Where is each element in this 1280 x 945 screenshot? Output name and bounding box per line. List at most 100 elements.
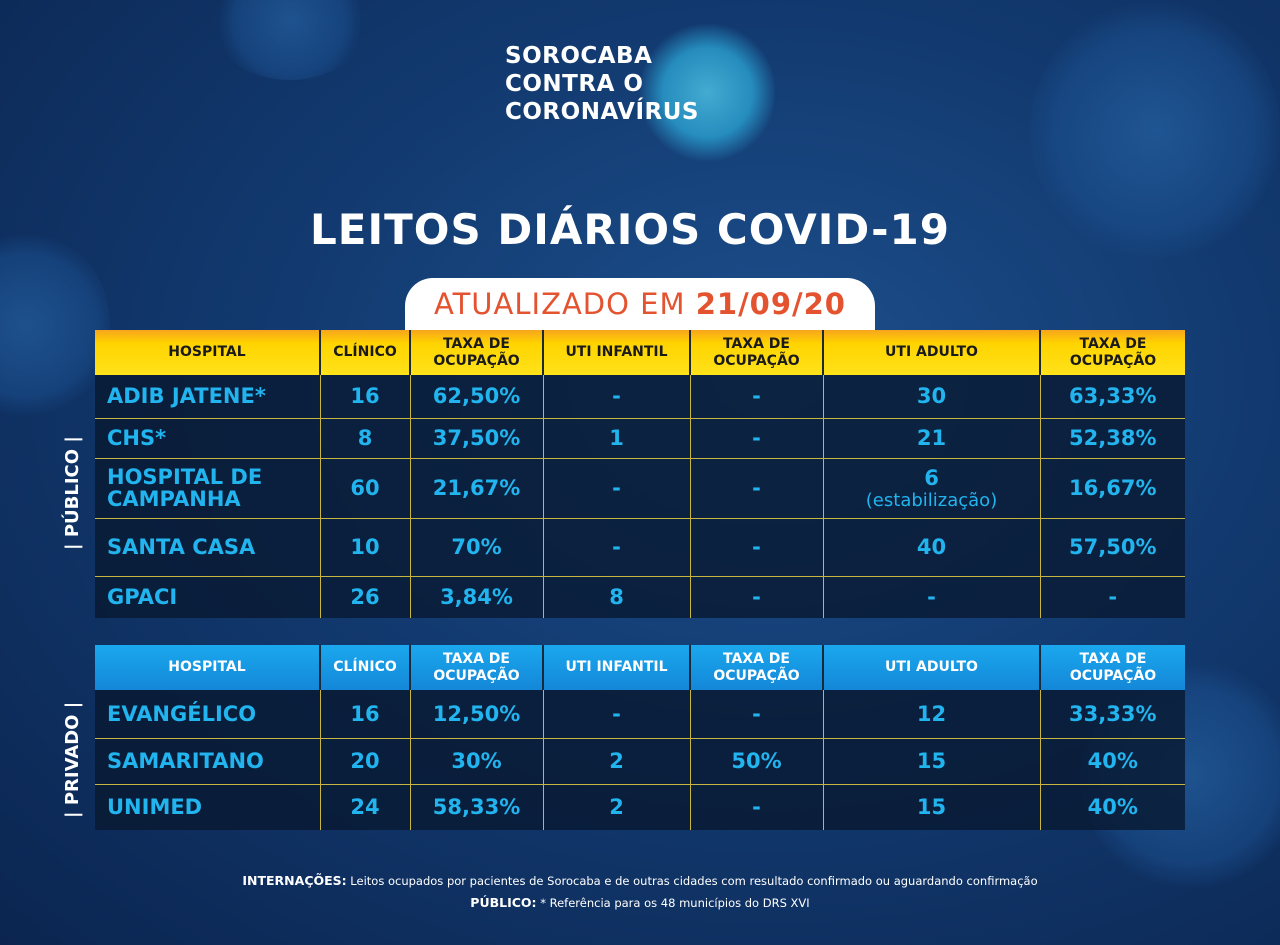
cell-text: - [752,795,761,820]
cell-value: 12 [822,690,1041,739]
hospital-name: ADIB JATENE* [95,375,321,419]
column-header: TAXA DE OCUPAÇÃO [1039,645,1185,690]
column-header: HOSPITAL [168,659,246,675]
cell-value: - [689,418,824,459]
cell-value: 1 [542,418,691,459]
cell-text: 50% [731,749,782,773]
hospital-name: UNIMED [95,784,321,830]
updated-banner: ATUALIZADO EM 21/09/20 [405,278,875,334]
cell-note: (estabilização) [865,489,998,511]
footer-label: INTERNAÇÕES: [242,873,347,888]
cell-text: - [752,384,761,409]
cell-value: 40% [1039,738,1185,785]
hospital-name: HOSPITAL DE CAMPANHA [95,458,321,519]
cell-text: 20 [350,749,380,773]
logo: SOROCABA CONTRA O CORONAVÍRUS [505,42,699,126]
cell-text: 1 [609,426,624,450]
cell-text: - [612,701,621,726]
table-row: SAMARITANO 20 30% 2 50% 15 40% [95,738,1185,785]
cell-value: 15 [822,738,1041,785]
private-hospitals-table: HOSPITAL CLÍNICO TAXA DE OCUPAÇÃO UTI INFAN… [95,645,1185,830]
cell-text: 60 [350,476,380,500]
cell-text: UNIMED [107,795,203,820]
table-row: GPACI 26 3,84% 8 - - - [95,576,1185,618]
footer-note-2: PÚBLICO: * Referência para os 48 municíp… [0,895,1280,910]
cell-value: 21,67% [409,458,544,519]
hospital-name: EVANGÉLICO [95,690,321,739]
cell-value: 8 [319,418,411,459]
logo-line: CONTRA O [505,71,644,97]
cell-value: - [689,690,824,739]
private-section-label: | PRIVADO | [62,701,83,818]
cell-text: 8 [609,585,624,610]
hospital-name: GPACI [95,576,321,618]
cell-text: - [927,585,936,610]
cell-value: 30% [409,738,544,785]
footer-note-1: INTERNAÇÕES: Leitos ocupados por pacient… [0,873,1280,888]
cell-value: - [689,458,824,519]
cell-value: 2 [542,784,691,830]
footer-text: Leitos ocupados por pacientes de Sorocab… [346,874,1038,888]
logo-line: CORONAVÍRUS [505,99,699,125]
cell-value: 63,33% [1039,375,1185,419]
virus-decoration [0,230,110,420]
public-hospitals-table: HOSPITAL CLÍNICO TAXA DE OCUPAÇÃO UTI INFAN… [95,330,1185,618]
cell-text: 8 [357,426,373,450]
column-header: TAXA DE OCUPAÇÃO [1039,330,1185,375]
cell-text: CHS* [107,426,167,450]
cell-value: 16 [319,375,411,419]
column-header: UTI ADULTO [822,645,1040,690]
column-header: TAXA DE OCUPAÇÃO [689,330,823,375]
cell-text: - [612,476,621,500]
cell-text: 2 [609,795,624,820]
cell-text: SANTA CASA [107,535,256,559]
column-header: UTI INFANTIL [542,330,690,375]
logo-line: SOROCABA [505,43,653,69]
table-row: UNIMED 24 58,33% 2 - 15 40% [95,784,1185,830]
cell-text: 15 [916,749,947,773]
cell-value: 16,67% [1039,458,1185,519]
hospital-name: CHS* [95,418,321,459]
coronavirus-logo-icon [640,20,775,165]
table-row: CHS* 8 37,50% 1 - 21 52,38% [95,418,1185,459]
cell-value: 57,50% [1039,518,1185,577]
cell-value: 60 [319,458,411,519]
column-header: TAXA DE OCUPAÇÃO [409,645,543,690]
cell-value: 20 [319,738,411,785]
table-row: ADIB JATENE* 16 62,50% - - 30 63,33% [95,375,1185,419]
cell-text: - [752,476,761,500]
cell-text: 30% [451,749,502,773]
cell-value: - [1039,576,1185,618]
public-section-label: | PÚBLICO | [62,436,83,550]
cell-value: - [689,375,824,419]
cell-value: 33,33% [1039,690,1185,739]
cell-value: 12,50% [409,690,544,739]
virus-decoration [1030,0,1280,260]
cell-text: 3,84% [440,585,513,610]
cell-value: 37,50% [409,418,544,459]
cell-text: 40% [1087,795,1138,820]
cell-value: - [689,518,824,577]
cell-text: 15 [916,795,947,820]
cell-value: 10 [319,518,411,577]
cell-text: 52,38% [1069,426,1157,450]
updated-date: 21/09/20 [695,287,846,321]
cell-text: 10 [350,535,380,559]
cell-text: 12 [916,701,947,726]
cell-text: ADIB JATENE* [107,384,266,409]
cell-value: 6 (estabilização) [822,458,1041,519]
cell-value: - [542,518,691,577]
cell-value: 24 [319,784,411,830]
cell-value: 30 [822,375,1041,419]
cell-text: - [1108,585,1118,610]
column-header: CLÍNICO [319,330,410,375]
cell-value: 16 [319,690,411,739]
cell-text: 40 [916,535,947,559]
cell-text: - [752,701,761,726]
page-title: LEITOS DIÁRIOS COVID-19 [310,205,950,254]
cell-value: 40 [822,518,1041,577]
table-row: SANTA CASA 10 70% - - 40 57,50% [95,518,1185,577]
cell-text: 70% [451,535,502,559]
cell-text: 26 [350,585,380,610]
cell-value: 15 [822,784,1041,830]
